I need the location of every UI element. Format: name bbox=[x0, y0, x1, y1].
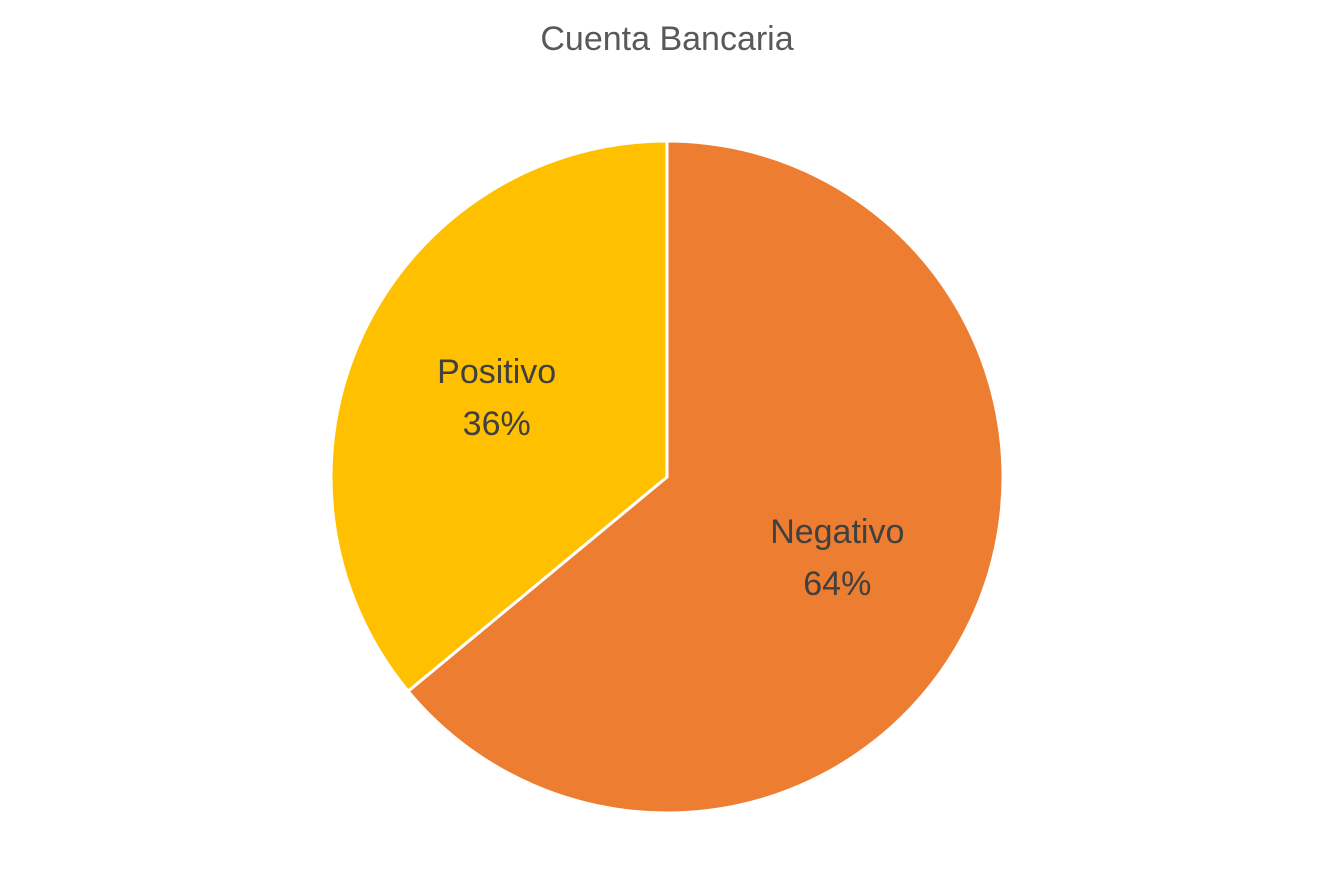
slice-percent-positivo: 36% bbox=[463, 405, 531, 443]
pie-slice-negativo bbox=[406, 139, 1005, 815]
pie-data-labels: Negativo 64% Positivo 36% bbox=[437, 353, 904, 603]
pie-slice-positivo bbox=[329, 139, 669, 693]
slice-label-positivo: Positivo bbox=[437, 353, 556, 391]
slice-percent-negativo: 64% bbox=[803, 565, 871, 603]
slice-label-negativo: Negativo bbox=[770, 513, 904, 551]
pie-slices bbox=[329, 139, 1005, 815]
chart-title: Cuenta Bancaria bbox=[540, 20, 794, 58]
